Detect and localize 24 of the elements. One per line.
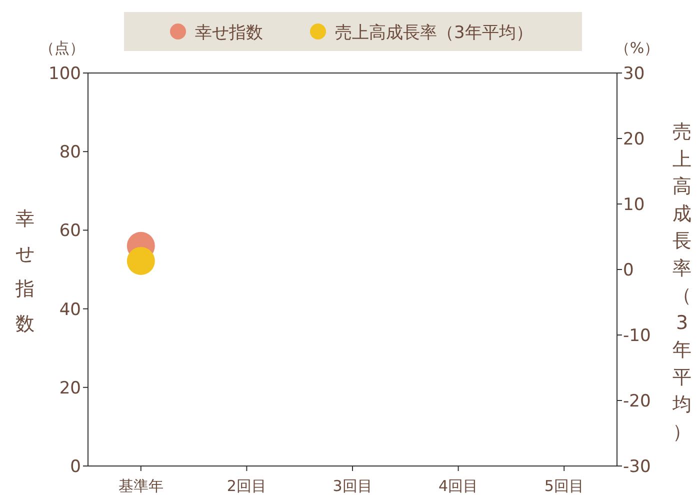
y-tick-label: 60 xyxy=(59,221,81,242)
y-axis-title: 幸せ指数 xyxy=(14,208,34,335)
text: （%） xyxy=(614,39,660,57)
y-tick-label: 0 xyxy=(70,457,81,477)
legend-label: 売上高成長率（3年平均） xyxy=(335,23,533,43)
x-tick-label: 基準年 xyxy=(118,477,164,495)
legend-label: 幸せ指数 xyxy=(195,23,263,43)
text: （点） xyxy=(40,39,84,57)
y2-tick-label: -10 xyxy=(623,326,651,346)
y-tick-label: 100 xyxy=(48,64,81,84)
x-tick-label: 4回目 xyxy=(438,477,478,495)
y2-tick-label: 20 xyxy=(623,130,645,150)
y-tick-label: 40 xyxy=(59,300,81,320)
y2-tick-label: 10 xyxy=(623,195,645,215)
x-tick-label: 2回目 xyxy=(226,477,266,495)
x-tick-label: 5回目 xyxy=(544,477,584,495)
y-tick-label: 20 xyxy=(59,378,81,398)
y2-tick-label: 30 xyxy=(623,64,645,84)
y2-tick-label: -20 xyxy=(623,392,651,412)
x-tick-label: 3回目 xyxy=(332,477,372,495)
y2-tick-label: -30 xyxy=(623,457,651,477)
y-tick-label: 80 xyxy=(59,142,81,163)
text: 売上高成長率（3年平均） xyxy=(672,121,692,443)
y2-tick-label: 0 xyxy=(623,260,634,280)
